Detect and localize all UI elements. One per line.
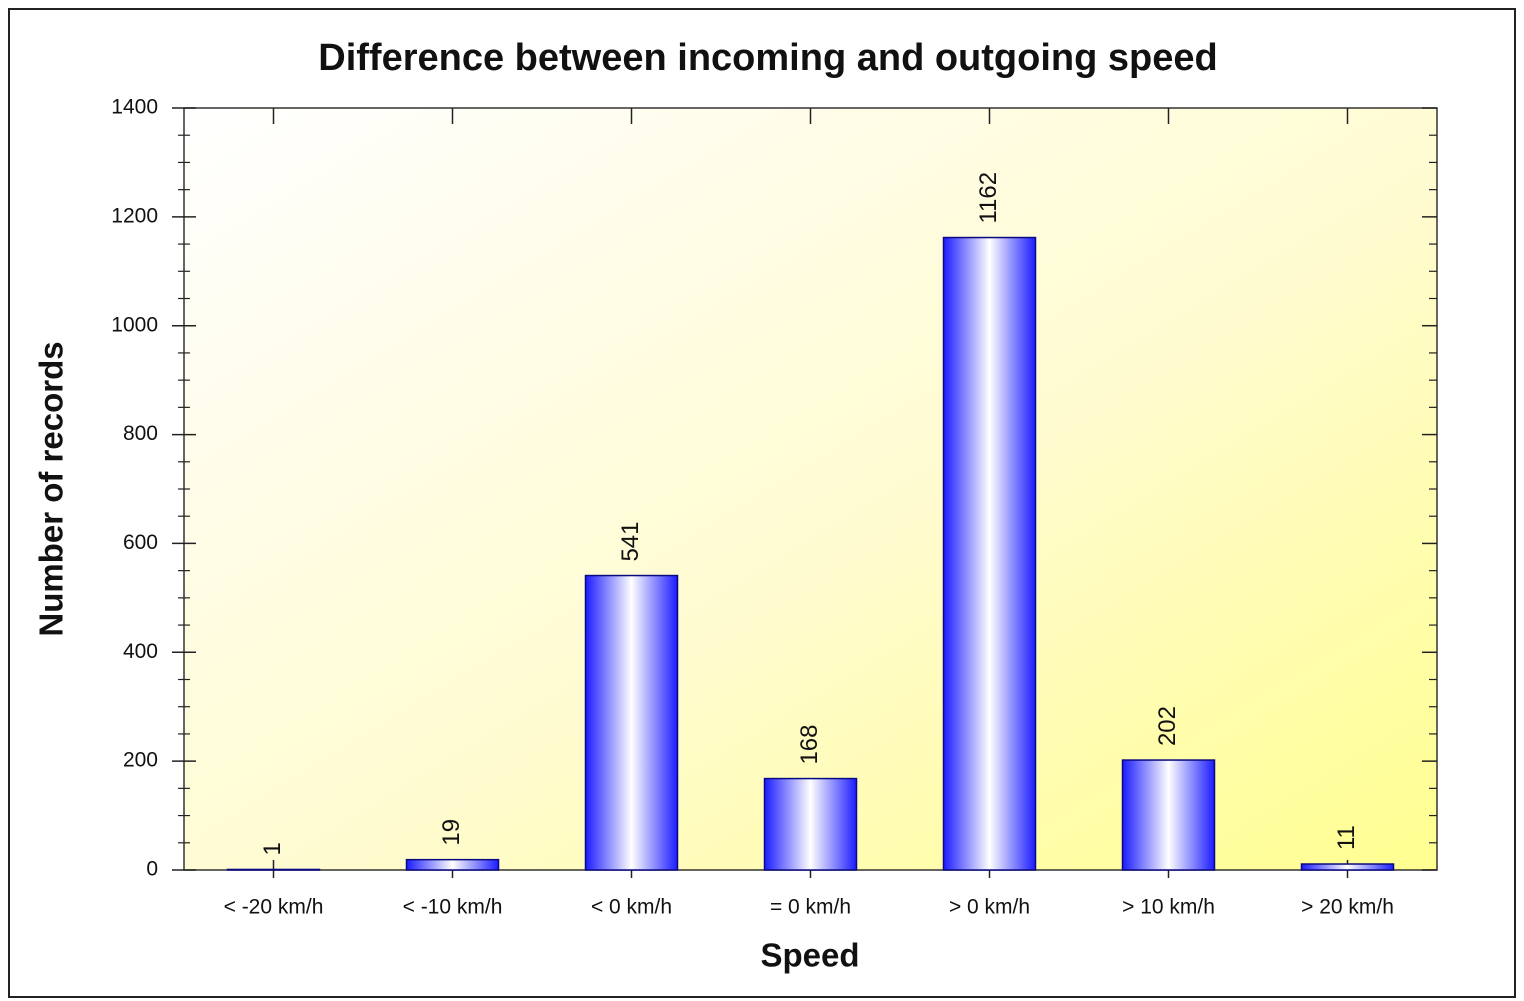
x-tick-label: > 20 km/h <box>1301 896 1394 919</box>
x-tick-label: < -20 km/h <box>224 896 324 919</box>
x-tick-label: < 0 km/h <box>591 896 672 919</box>
x-tick-label: > 10 km/h <box>1122 896 1215 919</box>
x-tick-label: = 0 km/h <box>770 896 851 919</box>
bar <box>226 868 321 871</box>
bar <box>1300 863 1395 871</box>
value-label: 541 <box>617 521 644 561</box>
bar <box>405 858 500 871</box>
value-label: 168 <box>796 725 823 765</box>
x-tick-label: > 0 km/h <box>949 896 1030 919</box>
y-tick-label: 0 <box>146 858 158 881</box>
value-label: 19 <box>438 819 465 846</box>
chart-title: Difference between incoming and outgoing… <box>318 37 1217 79</box>
y-tick-label: 800 <box>123 422 158 445</box>
y-tick-label: 1000 <box>111 313 158 336</box>
value-label: 11 <box>1333 825 1360 850</box>
x-tick-label: < -10 km/h <box>403 896 503 919</box>
bar <box>1121 759 1216 871</box>
x-axis-title: Speed <box>760 937 859 974</box>
y-tick-label: 1200 <box>111 204 158 227</box>
y-axis-title: Number of records <box>33 341 70 636</box>
y-tick-label: 1400 <box>111 96 158 119</box>
value-label: 1162 <box>975 172 1002 224</box>
bar <box>763 777 858 871</box>
y-tick-label: 200 <box>123 749 158 772</box>
y-tick-label: 600 <box>123 531 158 554</box>
y-tick-label: 400 <box>123 640 158 663</box>
value-label: 202 <box>1154 706 1181 746</box>
plot-area <box>183 107 1438 871</box>
bar <box>942 236 1037 871</box>
bar <box>584 574 679 871</box>
value-label: 1 <box>259 842 286 855</box>
